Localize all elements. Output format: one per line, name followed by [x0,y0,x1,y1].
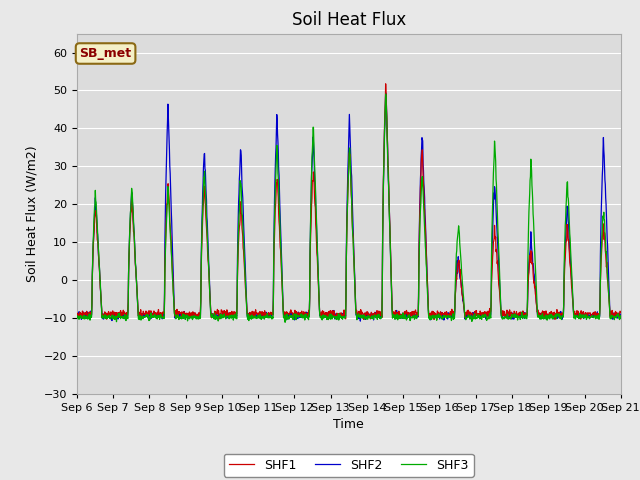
SHF3 [194,313,202,319]
Y-axis label: Soil Heat Flux (W/m2): Soil Heat Flux (W/m2) [25,145,38,282]
SHF1 [434,312,442,318]
SHF1 [617,310,625,315]
Line: SHF3: SHF3 [77,94,621,322]
SHF3 [73,314,81,320]
SHF2 [553,313,561,319]
Title: Soil Heat Flux: Soil Heat Flux [292,11,406,29]
Legend: SHF1, SHF2, SHF3: SHF1, SHF2, SHF3 [224,454,474,477]
SHF2 [617,312,625,318]
SHF2 [505,314,513,320]
SHF2 [180,312,188,318]
SHF2 [382,90,390,96]
SHF1 [505,309,513,315]
SHF2 [73,311,81,316]
SHF3 [553,311,561,317]
SHF1 [194,311,202,317]
SHF1 [73,312,81,317]
SHF3 [281,319,289,325]
SHF1 [433,317,440,323]
SHF3 [434,314,442,320]
SHF1 [553,307,561,312]
SHF3 [382,91,390,97]
Line: SHF2: SHF2 [77,93,621,321]
SHF2 [194,314,202,320]
SHF2 [255,313,262,319]
SHF2 [434,312,442,318]
SHF3 [505,314,513,320]
Text: SB_met: SB_met [79,47,132,60]
SHF2 [356,318,364,324]
Line: SHF1: SHF1 [77,84,621,320]
X-axis label: Time: Time [333,418,364,431]
SHF1 [180,312,188,318]
SHF1 [382,81,390,87]
SHF3 [617,313,625,319]
SHF3 [255,313,262,319]
SHF3 [180,312,188,318]
SHF1 [255,310,262,316]
